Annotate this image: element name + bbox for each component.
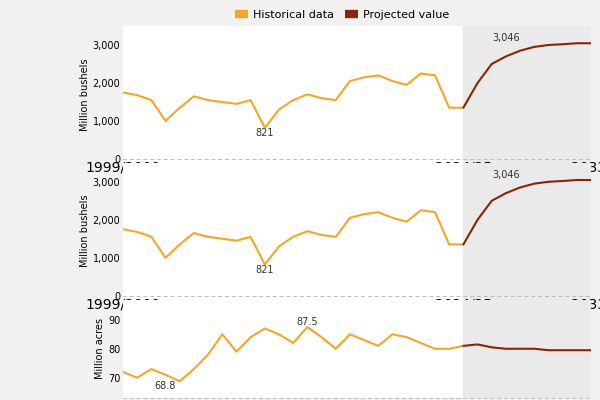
Legend: Historical data, Projected value: Historical data, Projected value [230,6,454,24]
Y-axis label: Million bushels: Million bushels [80,195,89,267]
Bar [463,300,598,398]
Text: 821: 821 [256,264,274,274]
Text: 68.8: 68.8 [155,381,176,391]
Bar [463,26,598,163]
Text: 821: 821 [256,128,274,138]
Bar [463,163,598,300]
Text: 3,046: 3,046 [492,33,520,43]
Y-axis label: Million acres: Million acres [95,318,105,379]
Text: 3,046: 3,046 [492,170,520,180]
Text: 87.5: 87.5 [296,317,318,327]
Y-axis label: Million bushels: Million bushels [80,58,89,131]
